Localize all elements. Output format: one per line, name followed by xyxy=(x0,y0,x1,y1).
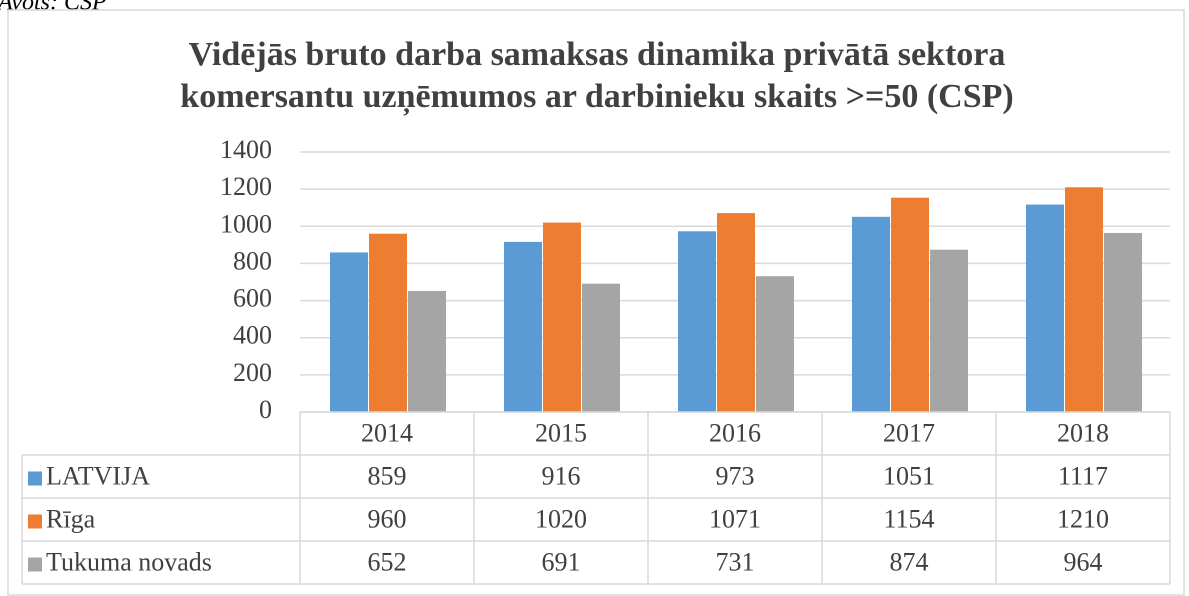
table-value: 916 xyxy=(542,461,581,490)
bar xyxy=(717,213,755,412)
chart-title: komersantu uzņēmumos ar darbinieku skait… xyxy=(180,78,1013,116)
table-value: 1210 xyxy=(1057,504,1109,533)
legend-label: LATVIJA xyxy=(46,461,150,490)
x-tick-label: 2014 xyxy=(361,418,413,447)
bar xyxy=(504,241,542,412)
bar xyxy=(408,290,446,412)
y-tick-label: 400 xyxy=(233,321,272,350)
table-value: 1154 xyxy=(883,504,934,533)
bar xyxy=(852,216,890,412)
y-tick-label: 0 xyxy=(259,395,272,424)
bar xyxy=(1104,232,1142,412)
x-tick-label: 2016 xyxy=(709,418,761,447)
legend-key xyxy=(28,514,42,529)
chart-title: Vidējās bruto darba samaksas dinamika pr… xyxy=(189,36,1006,73)
y-tick-label: 200 xyxy=(233,358,272,387)
table-value: 1117 xyxy=(1058,461,1108,490)
table-value: 652 xyxy=(368,547,407,576)
bar xyxy=(930,249,968,412)
legend-key xyxy=(28,471,42,486)
table-value: 964 xyxy=(1064,547,1103,576)
legend-key xyxy=(28,557,42,572)
bar xyxy=(1026,204,1064,412)
bar xyxy=(582,283,620,412)
x-tick-label: 2018 xyxy=(1057,418,1109,447)
y-tick-label: 600 xyxy=(233,284,272,313)
bar xyxy=(678,231,716,412)
y-tick-label: 1000 xyxy=(220,209,272,238)
table-value: 1071 xyxy=(709,504,761,533)
table-value: 1020 xyxy=(535,504,587,533)
table-value: 859 xyxy=(368,461,407,490)
source-note: Avots: CSP xyxy=(0,0,107,16)
bar xyxy=(543,222,581,412)
y-tick-label: 1200 xyxy=(220,172,272,201)
table-value: 874 xyxy=(890,547,929,576)
y-tick-label: 1400 xyxy=(220,135,272,164)
y-tick-label: 800 xyxy=(233,246,272,275)
chart-border xyxy=(7,9,1185,596)
bar xyxy=(891,197,929,412)
bar xyxy=(756,276,794,412)
table-value: 691 xyxy=(542,547,581,576)
x-tick-label: 2015 xyxy=(535,418,587,447)
table-value: 1051 xyxy=(883,461,935,490)
bar xyxy=(330,252,368,412)
bar xyxy=(1065,187,1103,412)
bar xyxy=(369,233,407,412)
x-tick-label: 2017 xyxy=(883,418,935,447)
table-value: 973 xyxy=(716,461,755,490)
legend-label: Rīga xyxy=(46,504,96,533)
table-value: 960 xyxy=(368,504,407,533)
legend-label: Tukuma novads xyxy=(46,547,212,576)
table-value: 731 xyxy=(716,547,755,576)
